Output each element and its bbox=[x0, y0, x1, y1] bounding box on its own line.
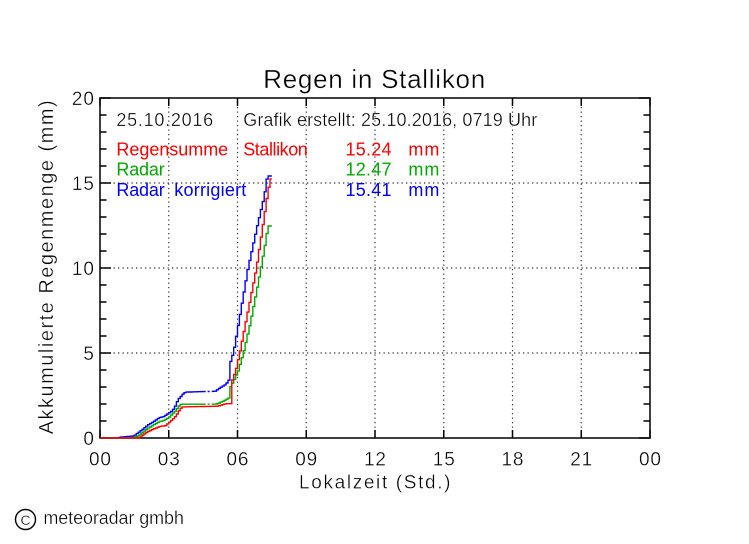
svg-text:15: 15 bbox=[72, 174, 95, 195]
svg-text:5: 5 bbox=[83, 344, 95, 365]
svg-text:15: 15 bbox=[433, 450, 455, 471]
svg-text:10: 10 bbox=[72, 259, 95, 280]
svg-text:09: 09 bbox=[295, 450, 317, 471]
svg-text:Radar: Radar bbox=[116, 160, 164, 180]
svg-text:mm: mm bbox=[408, 140, 439, 160]
svg-text:00: 00 bbox=[89, 450, 111, 471]
svg-text:00: 00 bbox=[639, 450, 661, 471]
svg-text:Regensumme: Regensumme bbox=[116, 140, 228, 160]
svg-text:06: 06 bbox=[227, 450, 249, 471]
svg-text:21: 21 bbox=[570, 450, 592, 471]
svg-text:25.10.2016: 25.10.2016 bbox=[116, 110, 213, 130]
svg-text:18: 18 bbox=[502, 450, 524, 471]
svg-text:Akkumulierte Regenmenge (mm): Akkumulierte Regenmenge (mm) bbox=[36, 100, 58, 434]
svg-text:15.24: 15.24 bbox=[346, 140, 392, 160]
svg-text:mm: mm bbox=[408, 160, 439, 180]
svg-text:15.41: 15.41 bbox=[346, 180, 392, 200]
svg-text:korrigiert: korrigiert bbox=[174, 180, 246, 200]
svg-text:12: 12 bbox=[364, 450, 386, 471]
svg-text:mm: mm bbox=[408, 180, 439, 200]
svg-text:C: C bbox=[20, 512, 30, 528]
svg-text:Regen in Stallikon: Regen in Stallikon bbox=[263, 64, 485, 94]
svg-text:20: 20 bbox=[72, 89, 95, 110]
svg-text:12.47: 12.47 bbox=[346, 160, 392, 180]
svg-text:03: 03 bbox=[158, 450, 180, 471]
svg-text:0: 0 bbox=[83, 429, 95, 450]
svg-text:Stallikon: Stallikon bbox=[243, 140, 308, 160]
svg-text:Grafik erstellt: 25.10.2016, 0: Grafik erstellt: 25.10.2016, 0719 Uhr bbox=[243, 110, 537, 130]
svg-text:meteoradar gmbh: meteoradar gmbh bbox=[43, 508, 184, 528]
svg-text:Radar: Radar bbox=[116, 180, 164, 200]
